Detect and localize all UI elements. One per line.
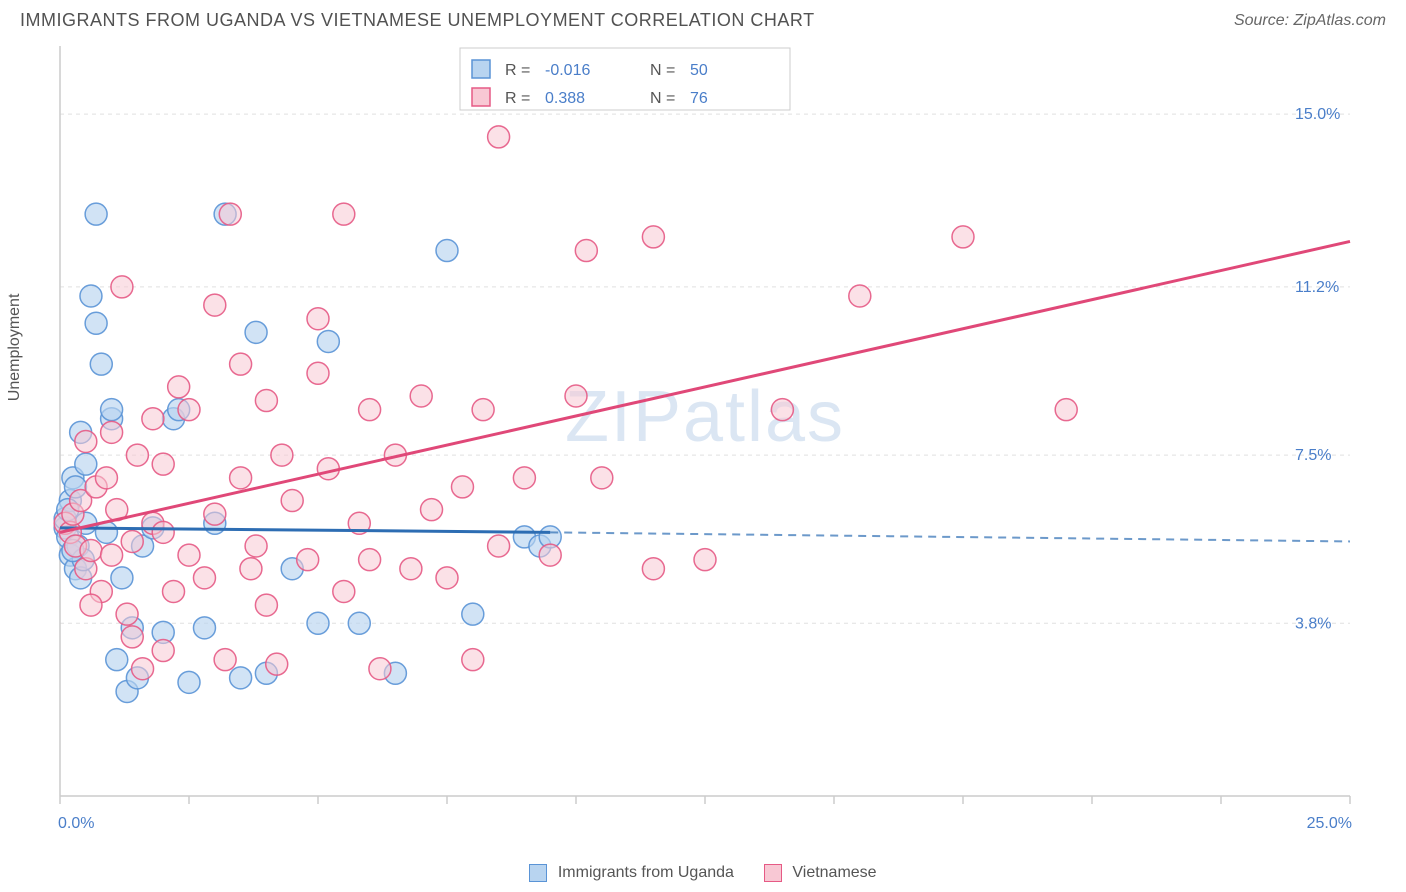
- scatter-chart: ZIPatlas 0.0% 25.0% 3.8% 7.5% 11.2% 15.0% R = -0…: [20, 36, 1386, 856]
- y-axis-label: Unemployment: [6, 294, 24, 402]
- svg-text:R =: R =: [505, 62, 530, 79]
- svg-text:N =: N =: [650, 62, 675, 79]
- chart-container: Unemployment ZIPatlas0.0%25.0%3.8%7.5%11…: [20, 36, 1386, 856]
- legend-swatch-uganda: [529, 864, 547, 882]
- chart-header: IMMIGRANTS FROM UGANDA VS VIETNAMESE UNE…: [0, 0, 1406, 36]
- svg-text:N =: N =: [650, 90, 675, 107]
- svg-text:-0.016: -0.016: [545, 62, 590, 79]
- svg-text:0.0%: 0.0%: [58, 815, 94, 832]
- svg-text:76: 76: [690, 90, 708, 107]
- bottom-legend: Immigrants from Uganda Vietnamese: [0, 864, 1406, 882]
- legend-swatch-vietnamese: [764, 864, 782, 882]
- svg-text:0.388: 0.388: [545, 90, 585, 107]
- legend-item-vietnamese: Vietnamese: [764, 864, 877, 882]
- svg-text:15.0%: 15.0%: [1295, 106, 1340, 123]
- svg-text:11.2%: 11.2%: [1295, 279, 1339, 296]
- svg-text:3.8%: 3.8%: [1295, 615, 1331, 632]
- svg-text:25.0%: 25.0%: [1307, 815, 1352, 832]
- legend-label-uganda: Immigrants from Uganda: [558, 864, 734, 881]
- svg-text:50: 50: [690, 62, 708, 79]
- svg-text:ZIPatlas: ZIPatlas: [565, 377, 845, 457]
- chart-title: IMMIGRANTS FROM UGANDA VS VIETNAMESE UNE…: [20, 10, 815, 31]
- chart-source: Source: ZipAtlas.com: [1234, 12, 1386, 30]
- svg-text:R =: R =: [505, 90, 530, 107]
- legend-label-vietnamese: Vietnamese: [792, 864, 876, 881]
- svg-text:7.5%: 7.5%: [1295, 447, 1331, 464]
- legend-item-uganda: Immigrants from Uganda: [529, 864, 734, 882]
